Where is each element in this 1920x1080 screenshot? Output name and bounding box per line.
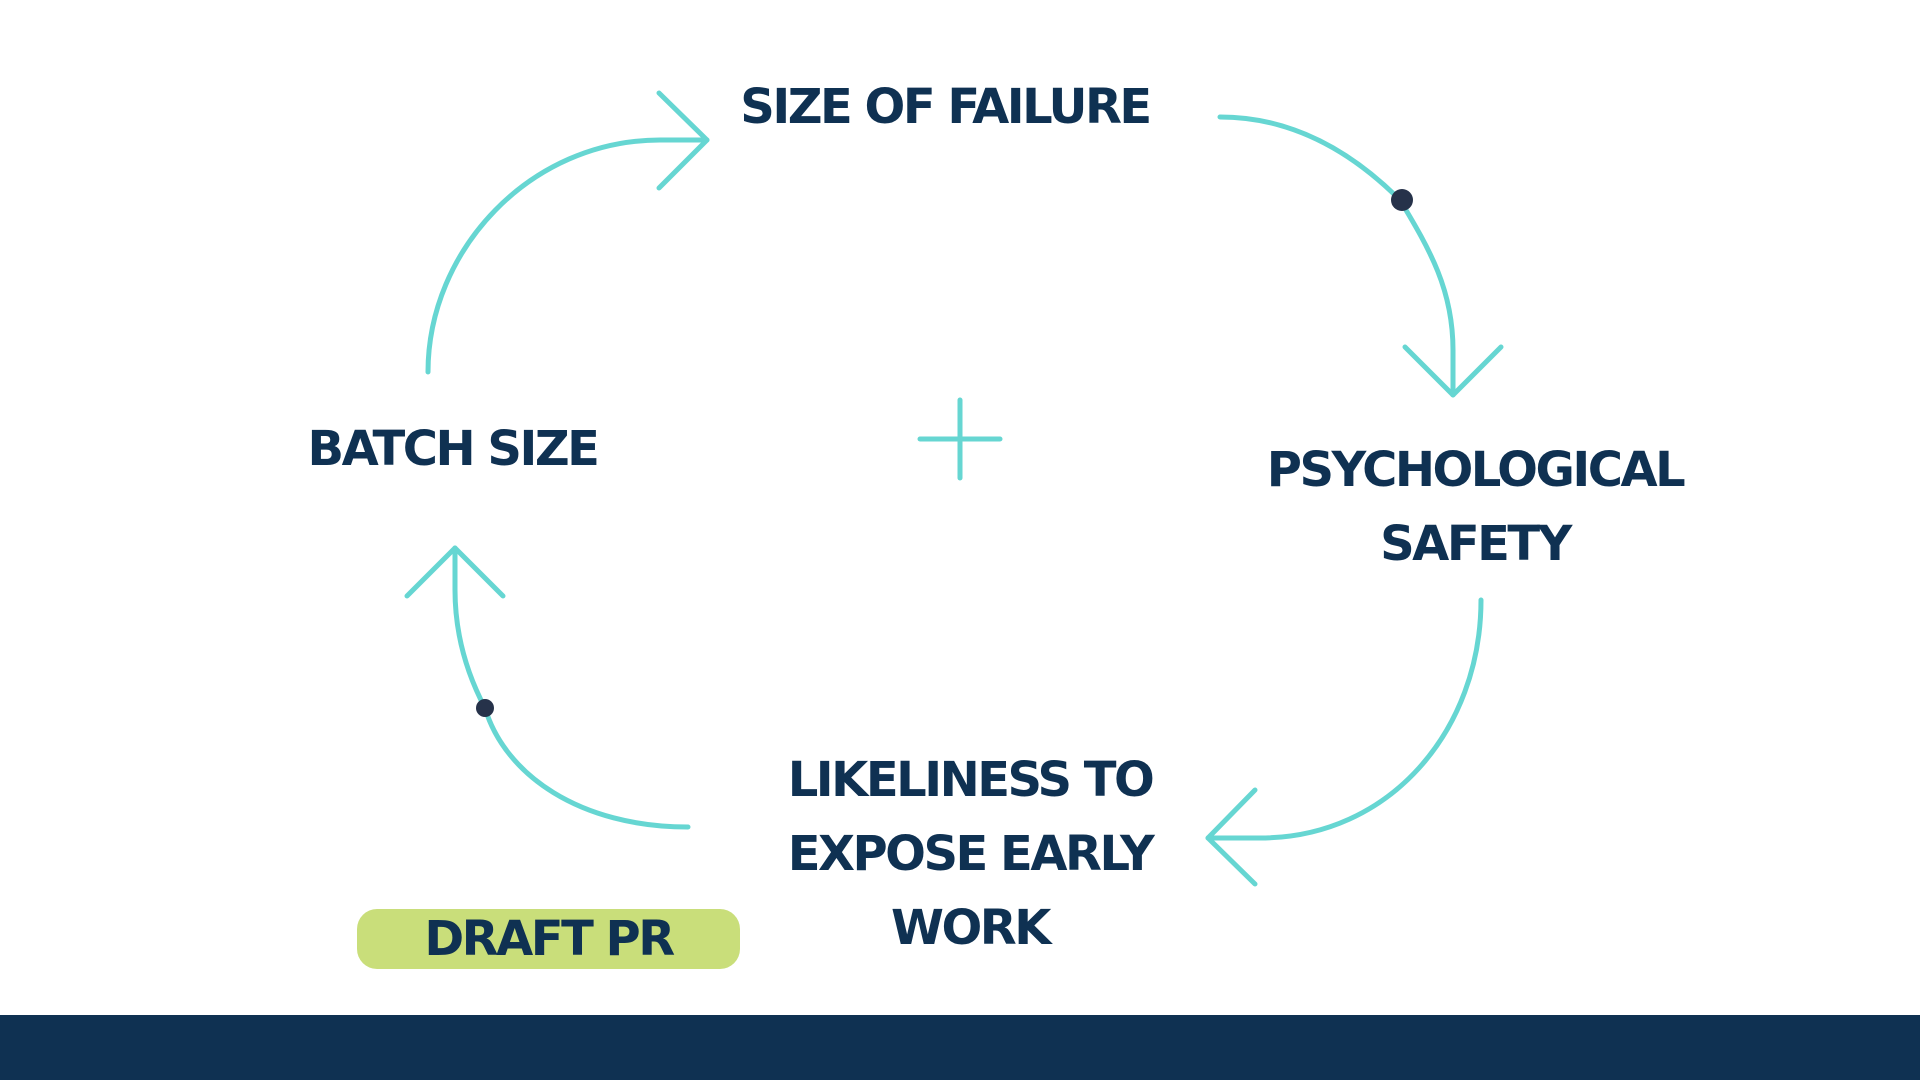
- node-likeliness-line-2: EXPOSE EARLY: [787, 826, 1155, 882]
- arrow-batch-to-size: [425, 137, 710, 375]
- arrowhead-psych-icon: [1402, 344, 1504, 398]
- node-psychological-safety: PSYCHOLOGICAL SAFETY: [1230, 433, 1720, 581]
- draft-pr-badge: DRAFT PR: [357, 909, 740, 969]
- node-batch-size: BATCH SIZE: [270, 412, 635, 486]
- footer-bar: [0, 1015, 1920, 1080]
- node-psychological-safety-line-2: SAFETY: [1380, 516, 1572, 572]
- arrow-psych-to-likely: [1205, 597, 1484, 841]
- node-likeliness-to-expose: LIKELINESS TO EXPOSE EARLY WORK: [740, 743, 1200, 965]
- node-batch-size-line-1: BATCH SIZE: [307, 421, 600, 477]
- node-likeliness-line-3: WORK: [891, 900, 1051, 956]
- arrowhead-likely-icon: [1205, 787, 1258, 887]
- node-likeliness-line-1: LIKELINESS TO: [787, 752, 1155, 808]
- node-size-of-failure: SIZE OF FAILURE: [700, 70, 1190, 144]
- plus-icon: [917, 397, 1003, 481]
- arrowhead-batch-icon: [404, 545, 506, 599]
- arrowhead-size-icon: [656, 90, 710, 191]
- arrow-likely-to-batch-curve: [452, 545, 691, 830]
- node-psychological-safety-line-1: PSYCHOLOGICAL: [1266, 442, 1686, 498]
- opposite-polarity-dot-top: [1391, 189, 1413, 211]
- arrow-size-to-psych: [1217, 114, 1456, 398]
- arrow-likely-to-batch: [447, 548, 688, 827]
- node-size-of-failure-line-1: SIZE OF FAILURE: [740, 79, 1152, 135]
- opposite-polarity-dot-bottom: [476, 699, 494, 717]
